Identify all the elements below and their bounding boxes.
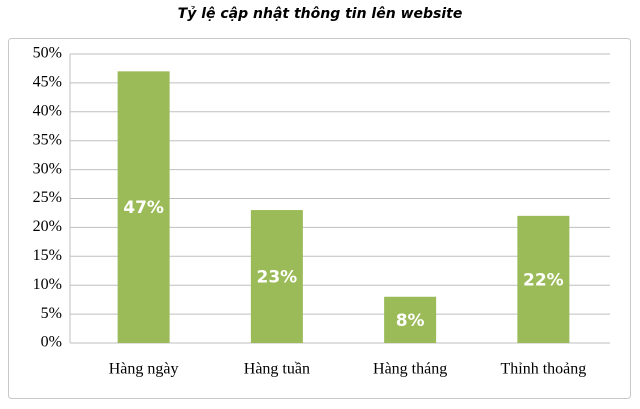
y-tick-label: 25% (33, 189, 62, 206)
value-label: 22% (523, 270, 564, 290)
bar (250, 210, 303, 343)
y-tick-label: 5% (41, 305, 62, 322)
x-tick-label: Hàng tháng (373, 361, 447, 378)
chart-title: Tỷ lệ cập nhật thông tin lên website (178, 6, 463, 22)
y-tick-label: 10% (33, 276, 62, 293)
y-tick-label: 20% (33, 218, 62, 235)
y-tick-label: 15% (33, 247, 62, 264)
y-tick-label: 35% (33, 131, 62, 148)
value-label: 8% (396, 311, 425, 331)
y-tick-label: 50% (33, 45, 62, 62)
x-tick-label: Hàng ngày (109, 361, 179, 378)
x-tick-label: Hàng tuần (244, 361, 310, 378)
value-label: 23% (257, 268, 298, 288)
x-tick-label: Thỉnh thoảng (500, 361, 586, 378)
y-tick-label: 40% (33, 102, 62, 119)
y-tick-label: 45% (33, 74, 62, 91)
bar (117, 71, 170, 343)
bar (517, 215, 570, 343)
y-tick-label: 0% (41, 334, 62, 351)
y-tick-label: 30% (33, 160, 62, 177)
value-label: 47% (123, 198, 164, 218)
bar (384, 296, 437, 343)
